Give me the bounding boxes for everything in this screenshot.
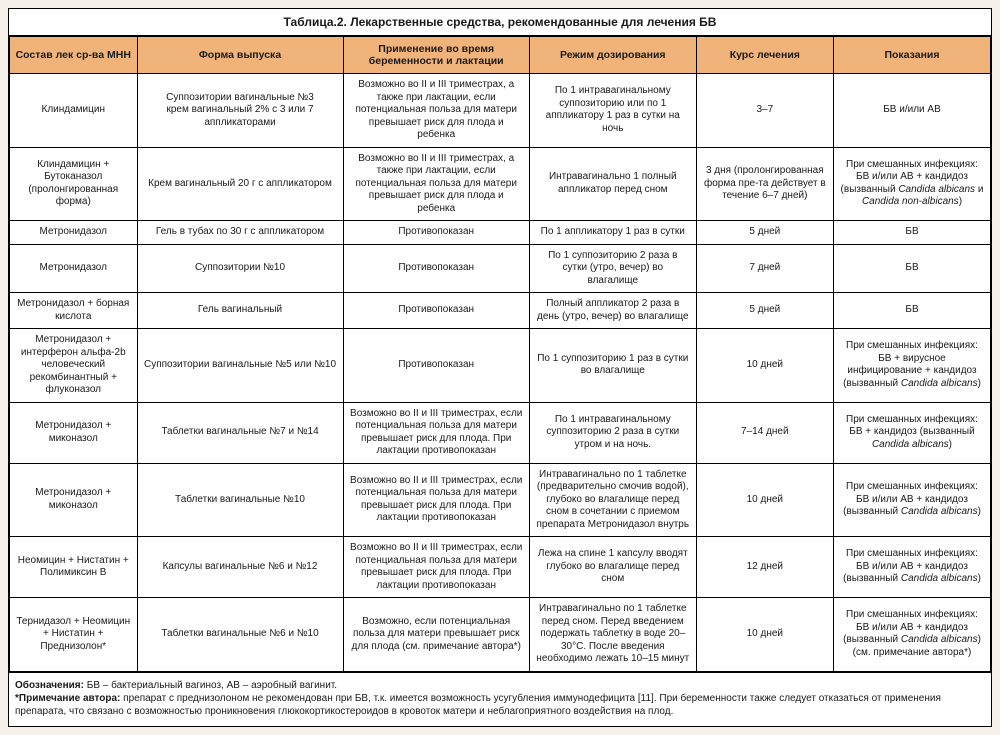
cell-c6: БВ и/или АВ xyxy=(833,74,990,148)
cell-c6: При смешанных инфекциях: БВ и/или АВ + к… xyxy=(833,463,990,537)
col-preg: Применение во время беременности и лакта… xyxy=(343,37,529,74)
table-row: МетронидазолГель в тубах по 30 г с аппли… xyxy=(10,221,991,245)
table-row: Метронидазол + борная кислотаГель вагина… xyxy=(10,293,991,329)
cell-c1: Метронидазол xyxy=(10,244,138,293)
cell-c6: БВ xyxy=(833,293,990,329)
cell-c6: При смешанных инфекциях: БВ и/или АВ + к… xyxy=(833,147,990,221)
col-indic: Показания xyxy=(833,37,990,74)
cell-c4: Лежа на спине 1 капсулу вводят глубоко в… xyxy=(529,537,696,598)
cell-c6: При смешанных инфекциях: БВ + кандидоз (… xyxy=(833,402,990,463)
table-row: Метронидазол + миконазолТаблетки вагинал… xyxy=(10,463,991,537)
cell-c4: Интравагинально по 1 таблетке (предварит… xyxy=(529,463,696,537)
cell-c2: Суппозитории вагинальные №5 или №10 xyxy=(137,329,343,403)
cell-c1: Клиндамицин xyxy=(10,74,138,148)
cell-c5: 10 дней xyxy=(696,598,833,672)
cell-c3: Возможно во II и III триместрах, если по… xyxy=(343,537,529,598)
table-row: Метронидазол + миконазолТаблетки вагинал… xyxy=(10,402,991,463)
cell-c3: Противопоказан xyxy=(343,221,529,245)
cell-c5: 3–7 xyxy=(696,74,833,148)
cell-c1: Метронидазол + интерферон альфа-2b челов… xyxy=(10,329,138,403)
cell-c2: Капсулы вагинальные №6 и №12 xyxy=(137,537,343,598)
cell-c3: Возможно, если потенциальная польза для … xyxy=(343,598,529,672)
header-row: Состав лек ср-ва МНН Форма выпуска Приме… xyxy=(10,37,991,74)
cell-c3: Возможно во II и III триместрах, если по… xyxy=(343,463,529,537)
cell-c3: Возможно во II и III триместрах, если по… xyxy=(343,402,529,463)
cell-c6: БВ xyxy=(833,221,990,245)
table-row: Неомицин + Нистатин + Полимиксин ВКапсул… xyxy=(10,537,991,598)
cell-c5: 12 дней xyxy=(696,537,833,598)
cell-c2: Суппозитории №10 xyxy=(137,244,343,293)
footer-text-1: БВ – бактериальный вагиноз, АВ – аэробны… xyxy=(84,680,337,691)
table-row: Тернидазол + Неомицин + Нистатин + Предн… xyxy=(10,598,991,672)
cell-c3: Возможно во II и III триместрах, а также… xyxy=(343,147,529,221)
cell-c3: Противопоказан xyxy=(343,244,529,293)
col-form: Форма выпуска xyxy=(137,37,343,74)
cell-c6: БВ xyxy=(833,244,990,293)
cell-c2: Гель в тубах по 30 г с аппликатором xyxy=(137,221,343,245)
cell-c1: Клиндамицин + Бутоканазол (пролонгирован… xyxy=(10,147,138,221)
cell-c6: При смешанных инфекциях: БВ и/или АВ + к… xyxy=(833,598,990,672)
col-dosing: Режим дозирования xyxy=(529,37,696,74)
cell-c4: Интравагинально по 1 таблетке перед сном… xyxy=(529,598,696,672)
footer-label-1: Обозначения: xyxy=(15,680,84,691)
footer-label-2: *Примечание автора: xyxy=(15,693,120,704)
cell-c5: 10 дней xyxy=(696,329,833,403)
cell-c1: Метронидазол xyxy=(10,221,138,245)
cell-c2: Гель вагинальный xyxy=(137,293,343,329)
cell-c5: 10 дней xyxy=(696,463,833,537)
cell-c5: 3 дня (пролонгированная форма пре-та дей… xyxy=(696,147,833,221)
cell-c5: 7 дней xyxy=(696,244,833,293)
cell-c4: По 1 интравагинальному суппозиторию 2 ра… xyxy=(529,402,696,463)
cell-c2: Крем вагинальный 20 г с аппликатором xyxy=(137,147,343,221)
cell-c4: Полный аппликатор 2 раза в день (утро, в… xyxy=(529,293,696,329)
cell-c1: Неомицин + Нистатин + Полимиксин В xyxy=(10,537,138,598)
footer-text-2: препарат с преднизолоном не рекомендован… xyxy=(15,693,941,717)
table-row: Метронидазол + интерферон альфа-2b челов… xyxy=(10,329,991,403)
cell-c4: По 1 интравагинальному суппозиторию или … xyxy=(529,74,696,148)
cell-c4: По 1 аппликатору 1 раз в сутки xyxy=(529,221,696,245)
cell-c3: Противопоказан xyxy=(343,329,529,403)
cell-c2: Таблетки вагинальные №6 и №10 xyxy=(137,598,343,672)
cell-c1: Метронидазол + миконазол xyxy=(10,463,138,537)
cell-c3: Противопоказан xyxy=(343,293,529,329)
cell-c1: Метронидазол + миконазол xyxy=(10,402,138,463)
cell-c2: Суппозитории вагинальные №3крем вагиналь… xyxy=(137,74,343,148)
col-mnn: Состав лек ср-ва МНН xyxy=(10,37,138,74)
table-row: Клиндамицин + Бутоканазол (пролонгирован… xyxy=(10,147,991,221)
cell-c5: 5 дней xyxy=(696,293,833,329)
cell-c5: 7–14 дней xyxy=(696,402,833,463)
cell-c1: Метронидазол + борная кислота xyxy=(10,293,138,329)
table-title: Таблица.2. Лекарственные средства, реком… xyxy=(9,9,991,36)
cell-c3: Возможно во II и III триместрах, а также… xyxy=(343,74,529,148)
cell-c6: При смешанных инфекциях: БВ + вирусное и… xyxy=(833,329,990,403)
cell-c5: 5 дней xyxy=(696,221,833,245)
table-row: КлиндамицинСуппозитории вагинальные №3кр… xyxy=(10,74,991,148)
cell-c4: Интравагинально 1 полный аппликатор пере… xyxy=(529,147,696,221)
cell-c4: По 1 суппозиторию 2 раза в сутки (утро, … xyxy=(529,244,696,293)
cell-c6: При смешанных инфекциях: БВ и/или АВ + к… xyxy=(833,537,990,598)
col-course: Курс лечения xyxy=(696,37,833,74)
table-footer: Обозначения: БВ – бактериальный вагиноз,… xyxy=(9,672,991,726)
table-container: Таблица.2. Лекарственные средства, реком… xyxy=(8,8,992,727)
medication-table: Состав лек ср-ва МНН Форма выпуска Приме… xyxy=(9,36,991,672)
cell-c2: Таблетки вагинальные №7 и №14 xyxy=(137,402,343,463)
cell-c4: По 1 суппозиторию 1 раз в сутки во влага… xyxy=(529,329,696,403)
cell-c2: Таблетки вагинальные №10 xyxy=(137,463,343,537)
cell-c1: Тернидазол + Неомицин + Нистатин + Предн… xyxy=(10,598,138,672)
table-row: МетронидазолСуппозитории №10Противопоказ… xyxy=(10,244,991,293)
